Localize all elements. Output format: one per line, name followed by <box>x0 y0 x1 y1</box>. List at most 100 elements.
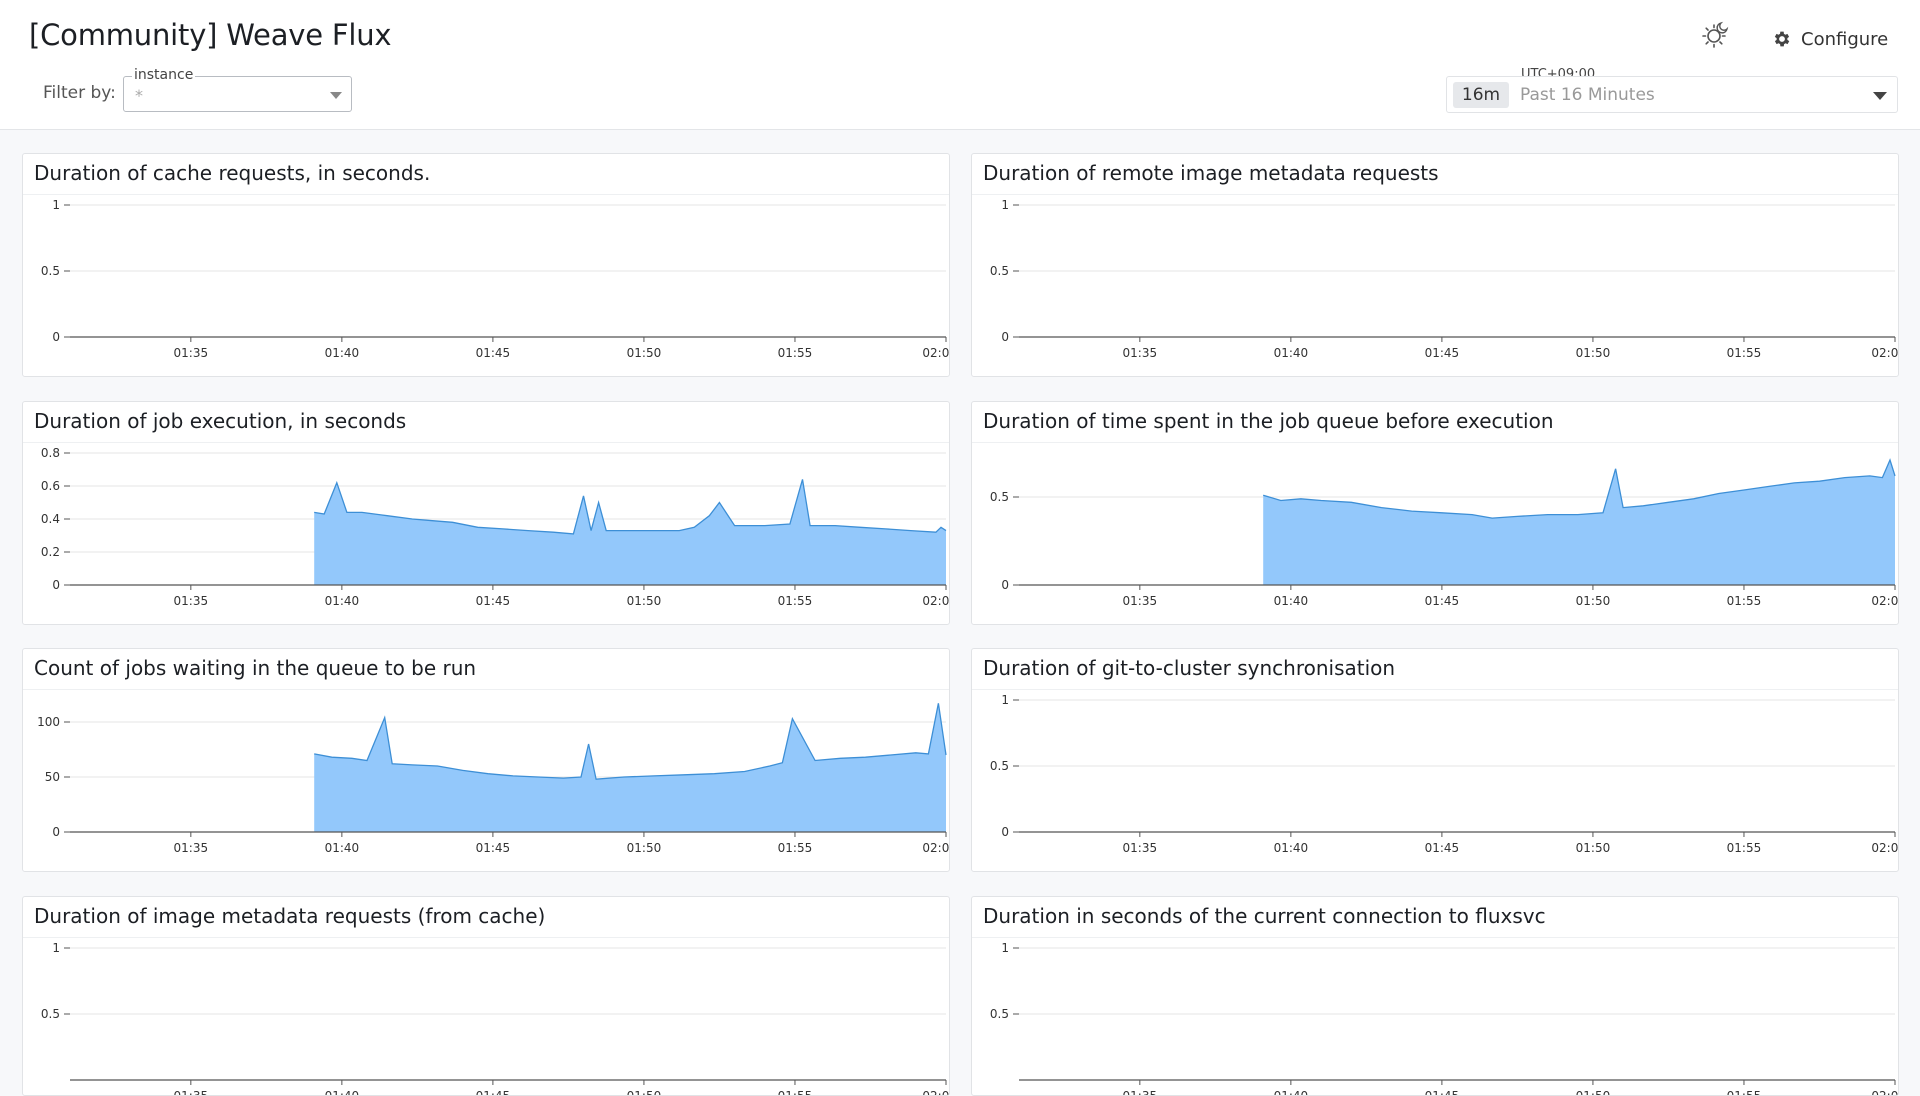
panel-title: Count of jobs waiting in the queue to be… <box>34 656 477 680</box>
x-tick-label: 01:40 <box>1274 594 1309 608</box>
configure-button[interactable]: Configure <box>1772 24 1888 54</box>
y-tick-label: 0.5 <box>990 759 1009 773</box>
y-tick-label: 0 <box>1001 330 1009 344</box>
x-tick-label: 01:55 <box>1727 346 1762 360</box>
page-title: [Community] Weave Flux <box>29 18 392 52</box>
panel-divider <box>972 442 1898 443</box>
panel-divider <box>23 689 949 690</box>
x-tick-label: 01:40 <box>1274 346 1309 360</box>
x-tick-label: 01:40 <box>325 346 360 360</box>
chart-fluxsvc-connection: 0.5 1 01:35 01:40 01:45 01:50 01:55 02:00 <box>990 941 1899 1096</box>
y-tick-label: 0 <box>52 578 60 592</box>
x-tick-label: 01:35 <box>1123 841 1158 855</box>
x-tick-label: 01:40 <box>325 1089 360 1096</box>
panel-divider <box>972 937 1898 938</box>
y-tick-label: 1 <box>52 198 60 212</box>
chart-image-metadata-cache: 0.5 1 01:35 01:40 01:45 01:50 01:55 02:00 <box>41 941 950 1096</box>
time-range-picker[interactable]: 16m Past 16 Minutes <box>1446 76 1898 113</box>
x-tick-label: 01:45 <box>1425 594 1460 608</box>
x-tick-label: 01:50 <box>1576 841 1611 855</box>
instance-filter-value: * <box>135 86 143 105</box>
y-tick-label: 0.5 <box>41 264 60 278</box>
chart-job-execution: 0 0.2 0.4 0.6 0.8 01:35 01:40 01:45 01:50 01:55 02… <box>41 446 949 608</box>
y-tick-label: 0.5 <box>41 1007 60 1021</box>
x-tick-label: 02:00 <box>1871 594 1899 608</box>
panel-divider <box>23 937 949 938</box>
x-tick-label: 01:35 <box>174 841 209 855</box>
panel-image-metadata-cache[interactable]: Duration of image metadata requests (fro… <box>22 896 950 1096</box>
panel-job-queue-time[interactable]: Duration of time spent in the job queue … <box>971 401 1899 625</box>
y-tick-label: 100 <box>37 715 60 729</box>
y-tick-label: 1 <box>1001 941 1009 955</box>
x-tick-label: 02:00 <box>922 841 950 855</box>
panel-divider <box>972 194 1898 195</box>
panel-jobs-waiting[interactable]: Count of jobs waiting in the queue to be… <box>22 648 950 872</box>
x-tick-label: 02:00 <box>922 346 950 360</box>
x-tick-label: 01:55 <box>1727 1089 1762 1096</box>
filter-label: Filter by: <box>43 83 116 103</box>
x-tick-label: 01:35 <box>174 1089 209 1096</box>
series-area <box>314 479 946 585</box>
x-tick-label: 01:50 <box>627 346 662 360</box>
x-tick-label: 01:55 <box>778 1089 813 1096</box>
panel-git-sync[interactable]: Duration of git-to-cluster synchronisati… <box>971 648 1899 872</box>
x-tick-label: 01:45 <box>1425 346 1460 360</box>
instance-filter-select[interactable]: instance * <box>123 66 352 112</box>
x-tick-label: 01:35 <box>174 346 209 360</box>
x-tick-label: 01:55 <box>1727 594 1762 608</box>
x-tick-label: 01:55 <box>1727 841 1762 855</box>
series-area <box>1263 460 1895 585</box>
x-tick-label: 02:00 <box>1871 1089 1899 1096</box>
x-tick-label: 01:40 <box>1274 1089 1309 1096</box>
chart-git-sync: 0 0.5 1 01:35 01:40 01:45 01:50 01:55 02:00 <box>990 693 1899 855</box>
y-tick-label: 1 <box>52 941 60 955</box>
sun-moon-icon[interactable] <box>1700 20 1730 50</box>
panel-title: Duration of job execution, in seconds <box>34 409 407 433</box>
chart-cache-requests: 0 0.5 1 01:35 01:40 01:45 01:50 01:55 02:00 <box>41 198 950 360</box>
x-tick-label: 01:50 <box>627 841 662 855</box>
series-line <box>1263 458 1896 519</box>
x-tick-label: 01:35 <box>1123 346 1158 360</box>
y-tick-label: 0 <box>52 825 60 839</box>
y-tick-label: 0 <box>1001 578 1009 592</box>
panel-job-execution[interactable]: Duration of job execution, in seconds 0 0.… <box>22 401 950 625</box>
x-tick-label: 01:50 <box>1576 346 1611 360</box>
panel-title: Duration of remote image metadata reques… <box>983 161 1439 185</box>
x-tick-label: 01:35 <box>1123 594 1158 608</box>
x-tick-label: 02:00 <box>1871 841 1899 855</box>
y-tick-label: 0.5 <box>990 264 1009 278</box>
chevron-down-icon <box>330 92 342 99</box>
x-tick-label: 01:40 <box>325 594 360 608</box>
chart-jobs-waiting: 0 50 100 01:35 01:40 01:45 01:50 01:55 02:00 <box>37 703 950 855</box>
chart-remote-image-metadata: 0 0.5 1 01:35 01:40 01:45 01:50 01:55 02:00 <box>990 198 1899 360</box>
y-tick-label: 0.5 <box>990 1007 1009 1021</box>
panel-fluxsvc-connection[interactable]: Duration in seconds of the current conne… <box>971 896 1899 1096</box>
x-tick-label: 01:45 <box>1425 841 1460 855</box>
y-tick-label: 1 <box>1001 198 1009 212</box>
x-tick-label: 01:50 <box>1576 1089 1611 1096</box>
x-tick-label: 01:45 <box>476 1089 511 1096</box>
y-tick-label: 0.5 <box>990 490 1009 504</box>
x-tick-label: 01:45 <box>476 841 511 855</box>
panel-divider <box>23 194 949 195</box>
dashboard-header: [Community] Weave Flux Filter by: instan… <box>0 0 1920 130</box>
panel-title: Duration of time spent in the job queue … <box>983 409 1554 433</box>
x-tick-label: 01:40 <box>1274 841 1309 855</box>
chart-job-queue-time: 0 0.5 01:35 01:40 01:45 01:50 01:55 02:00 <box>990 458 1899 608</box>
y-tick-label: 0.8 <box>41 446 60 460</box>
x-tick-label: 01:50 <box>627 1089 662 1096</box>
configure-label: Configure <box>1801 28 1889 50</box>
x-tick-label: 02:00 <box>1871 346 1899 360</box>
chevron-down-icon <box>1873 92 1887 100</box>
x-tick-label: 01:35 <box>1123 1089 1158 1096</box>
x-tick-label: 01:50 <box>1576 594 1611 608</box>
x-tick-label: 01:50 <box>627 594 662 608</box>
y-tick-label: 1 <box>1001 693 1009 707</box>
x-tick-label: 02:00 <box>922 1089 950 1096</box>
x-tick-label: 01:35 <box>174 594 209 608</box>
series-line <box>314 703 947 780</box>
panel-cache-requests[interactable]: Duration of cache requests, in seconds. 0… <box>22 153 950 377</box>
x-tick-label: 01:55 <box>778 594 813 608</box>
y-tick-label: 50 <box>45 770 60 784</box>
panel-remote-image-metadata[interactable]: Duration of remote image metadata reques… <box>971 153 1899 377</box>
